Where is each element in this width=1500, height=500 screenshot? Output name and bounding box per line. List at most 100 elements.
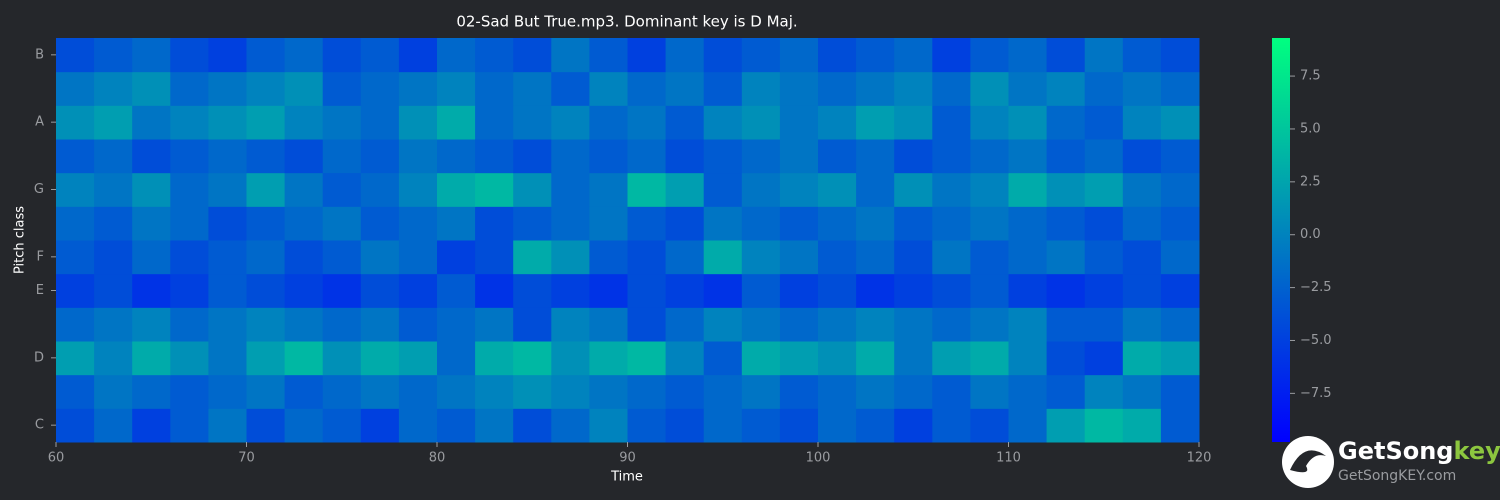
heat-cell [703, 139, 743, 174]
heat-cell [551, 273, 590, 308]
y-tick-label: D [34, 350, 44, 365]
heat-cell [513, 374, 552, 409]
heat-cell [779, 71, 819, 106]
heat-cell [856, 240, 895, 275]
heat-cell [513, 206, 552, 241]
heat-cell [665, 273, 705, 308]
heat-cell [513, 307, 552, 342]
heat-cell [779, 38, 819, 73]
heat-cell [818, 240, 857, 275]
heat-cell [398, 105, 438, 140]
heat-cell [932, 139, 971, 174]
heat-cell [398, 240, 438, 275]
heat-cell [1084, 38, 1124, 73]
heat-cell [894, 307, 933, 342]
heat-cell [322, 273, 362, 308]
heat-cell [398, 71, 438, 106]
heat-cell [932, 374, 971, 409]
heat-cell [1160, 374, 1200, 409]
heat-cell [475, 273, 514, 308]
heat-cell [932, 71, 971, 106]
heat-cell [818, 374, 857, 409]
logo: GetSongkey GetSongKEY.com [1282, 436, 1500, 488]
heat-cell [360, 408, 400, 443]
heat-cell [551, 374, 590, 409]
heat-cell [1160, 341, 1200, 376]
heat-cell [703, 408, 743, 443]
heat-cell [703, 240, 743, 275]
heat-cell [1122, 172, 1162, 207]
heat-cell [856, 206, 895, 241]
heat-cell [94, 71, 133, 106]
heat-cell [1122, 206, 1162, 241]
logo-name: GetSong [1338, 437, 1454, 465]
heat-cell [56, 172, 95, 207]
heat-cell [322, 206, 362, 241]
y-tick-label: G [34, 182, 44, 197]
heat-cell [818, 105, 857, 140]
heat-cell [132, 71, 171, 106]
heat-cell [741, 307, 781, 342]
heat-cell [56, 71, 95, 106]
heat-cell [360, 38, 400, 73]
heat-cell [94, 206, 133, 241]
heat-cell [1084, 139, 1124, 174]
heat-cell [322, 38, 362, 73]
heat-cell [932, 240, 971, 275]
heat-cell [741, 341, 781, 376]
heat-cell [1122, 240, 1162, 275]
heat-cell [818, 307, 857, 342]
heat-cell [360, 206, 400, 241]
heat-cell [284, 307, 324, 342]
heat-cell [132, 341, 171, 376]
heat-cell [437, 307, 476, 342]
heat-cell [398, 374, 438, 409]
heat-cell [970, 240, 1009, 275]
heat-cell [284, 139, 324, 174]
heat-cell [1084, 71, 1124, 106]
heat-cell [1160, 307, 1200, 342]
heatmap [56, 38, 1200, 443]
heat-cell [360, 240, 400, 275]
heat-cell [665, 139, 705, 174]
heat-cell [741, 374, 781, 409]
heat-cell [94, 240, 133, 275]
heat-cell [170, 139, 209, 174]
heat-cell [1008, 139, 1048, 174]
heat-cell [856, 273, 895, 308]
heat-cell [1122, 374, 1162, 409]
heat-cell [132, 172, 171, 207]
y-tick-label: B [35, 47, 44, 62]
heat-cell [132, 38, 171, 73]
heat-cell [665, 172, 705, 207]
colorbar-tick-label: −5.0 [1300, 333, 1332, 348]
heat-cell [1122, 71, 1162, 106]
heat-cell [970, 38, 1009, 73]
heat-cell [589, 341, 628, 376]
heat-cell [894, 172, 933, 207]
heat-cell [94, 172, 133, 207]
heat-cell [703, 341, 743, 376]
x-tick-label: 110 [996, 451, 1021, 466]
y-axis-label: Pitch class [13, 206, 28, 274]
heat-cell [170, 172, 209, 207]
heat-cell [170, 374, 209, 409]
heat-cell [475, 206, 514, 241]
heat-cell [589, 172, 628, 207]
heat-cell [475, 240, 514, 275]
heat-cell [932, 307, 971, 342]
heat-cell [284, 374, 324, 409]
heat-cell [779, 374, 819, 409]
heat-cell [818, 139, 857, 174]
heat-cell [1084, 374, 1124, 409]
heat-cell [1046, 206, 1086, 241]
heat-cell [475, 139, 514, 174]
heat-cell [170, 341, 209, 376]
heat-cell [56, 374, 95, 409]
heat-cell [856, 71, 895, 106]
heat-cell [665, 341, 705, 376]
heat-cell [246, 38, 286, 73]
heat-cell [970, 273, 1009, 308]
heat-cell [132, 105, 171, 140]
heat-cell [932, 38, 971, 73]
